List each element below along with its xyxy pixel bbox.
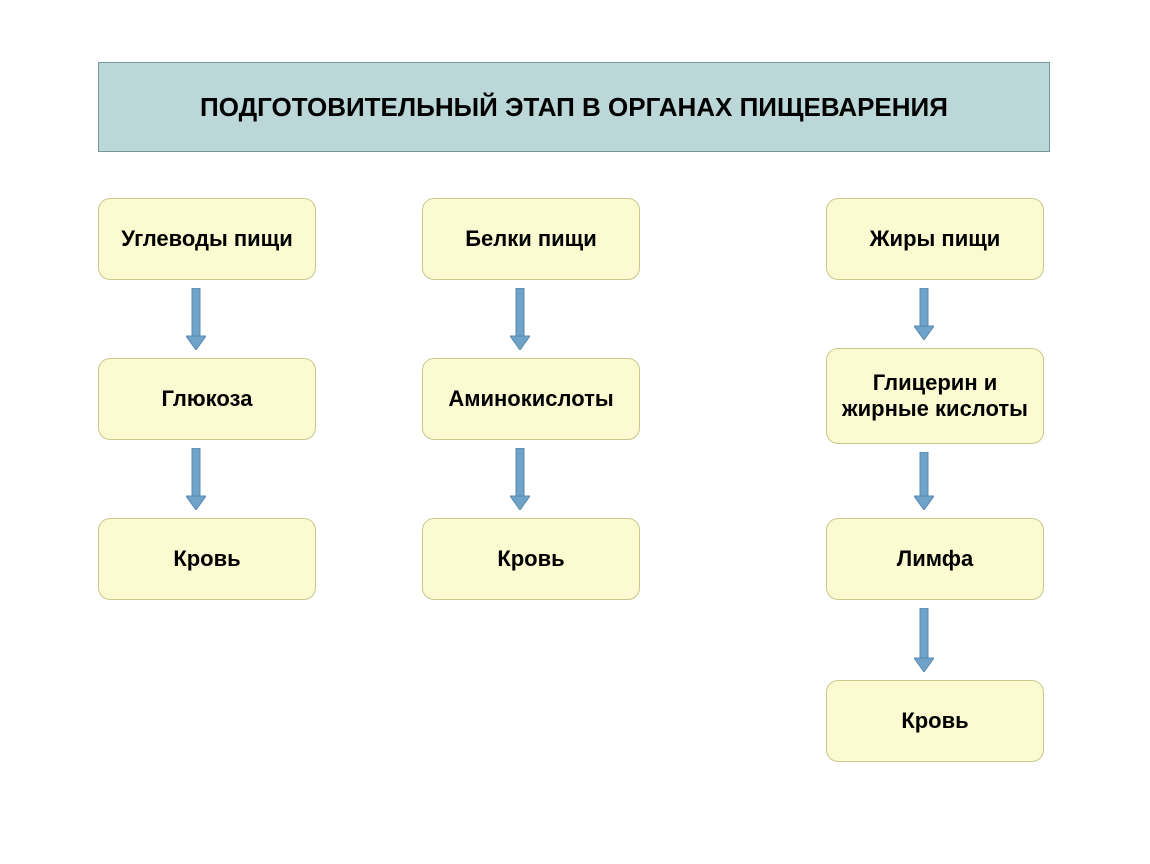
flowchart-node: Глюкоза: [98, 358, 316, 440]
arrow-down-icon: [510, 288, 530, 350]
flowchart-node: Кровь: [422, 518, 640, 600]
flowchart-node: Лимфа: [826, 518, 1044, 600]
arrow-down-icon: [186, 448, 206, 510]
flowchart-node: Белки пищи: [422, 198, 640, 280]
flowchart-node: Аминокислоты: [422, 358, 640, 440]
arrow-down-icon: [914, 608, 934, 672]
flowchart-node: Кровь: [98, 518, 316, 600]
flowchart-node: Жиры пищи: [826, 198, 1044, 280]
flowchart-node: Кровь: [826, 680, 1044, 762]
arrow-down-icon: [186, 288, 206, 350]
diagram-title: ПОДГОТОВИТЕЛЬНЫЙ ЭТАП В ОРГАНАХ ПИЩЕВАРЕ…: [98, 62, 1050, 152]
arrow-down-icon: [914, 288, 934, 340]
arrow-down-icon: [914, 452, 934, 510]
flowchart-node: Глицерин и жирные кислоты: [826, 348, 1044, 444]
flowchart-node: Углеводы пищи: [98, 198, 316, 280]
arrow-down-icon: [510, 448, 530, 510]
